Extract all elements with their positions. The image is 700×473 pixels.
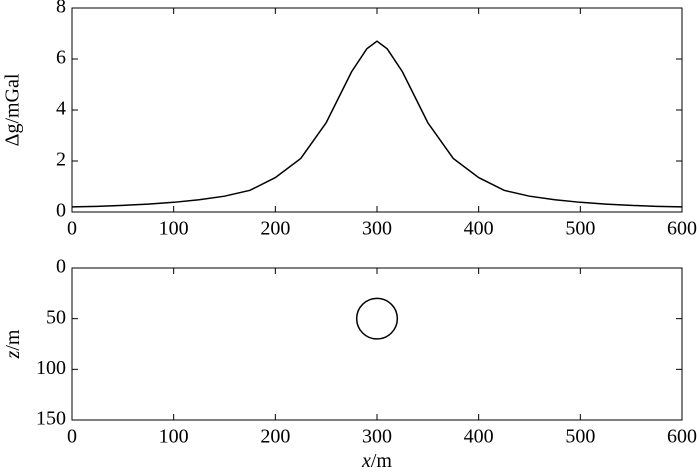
x-axis-label: x/m <box>361 450 392 472</box>
y-axis-label: z/m <box>2 329 24 359</box>
axes-box <box>71 7 683 213</box>
x-tick-label: 300 <box>362 218 392 240</box>
y-tick-label: 2 <box>56 149 66 171</box>
x-tick-label: 100 <box>159 426 189 448</box>
x-tick-label: 0 <box>67 218 77 240</box>
x-tick-label: 200 <box>260 218 290 240</box>
y-tick-label: 6 <box>56 47 66 69</box>
y-tick-label: 100 <box>36 357 66 379</box>
x-tick-label: 600 <box>667 426 697 448</box>
x-tick-label: 600 <box>667 218 697 240</box>
x-tick-label: 500 <box>565 426 595 448</box>
x-tick-label: 300 <box>362 426 392 448</box>
y-tick-label: 50 <box>46 306 66 328</box>
x-tick-label: 400 <box>464 426 494 448</box>
data-line <box>71 40 683 208</box>
y-tick-label: 150 <box>36 408 66 430</box>
x-tick-label: 100 <box>159 218 189 240</box>
x-tick-label: 200 <box>260 426 290 448</box>
y-tick-label: 8 <box>56 0 66 18</box>
source-circle <box>355 297 399 340</box>
x-tick-label: 500 <box>565 218 595 240</box>
x-tick-label: 0 <box>67 426 77 448</box>
y-tick-label: 0 <box>56 200 66 222</box>
x-tick-label: 400 <box>464 218 494 240</box>
y-tick-label: 0 <box>56 256 66 278</box>
axes-box <box>71 267 683 421</box>
y-axis-label: Δg/mGal <box>2 73 24 146</box>
y-tick-label: 4 <box>56 98 66 120</box>
